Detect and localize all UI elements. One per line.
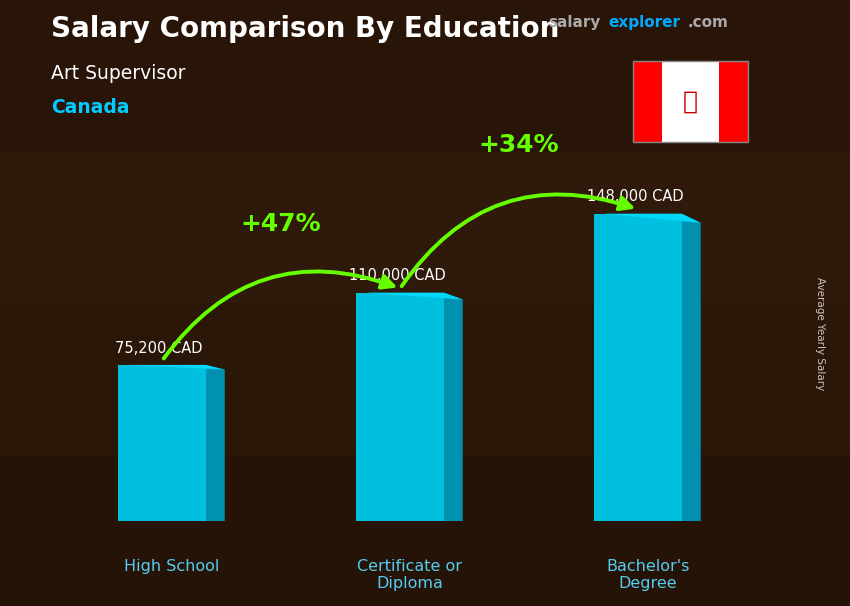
- Text: +47%: +47%: [241, 212, 321, 236]
- Text: Salary Comparison By Education: Salary Comparison By Education: [51, 15, 559, 43]
- Polygon shape: [356, 293, 462, 299]
- FancyBboxPatch shape: [356, 293, 444, 521]
- Text: Average Yearly Salary: Average Yearly Salary: [815, 277, 825, 390]
- FancyBboxPatch shape: [594, 214, 682, 521]
- Bar: [719, 61, 748, 142]
- Text: High School: High School: [124, 559, 219, 573]
- Text: salary: salary: [548, 15, 601, 30]
- Text: 🍁: 🍁: [683, 90, 698, 113]
- Polygon shape: [118, 365, 224, 370]
- Text: 148,000 CAD: 148,000 CAD: [586, 189, 683, 204]
- Polygon shape: [682, 214, 700, 521]
- Text: Bachelor's
Degree: Bachelor's Degree: [606, 559, 689, 591]
- FancyBboxPatch shape: [118, 365, 206, 521]
- Text: Certificate or
Diploma: Certificate or Diploma: [357, 559, 462, 591]
- Text: +34%: +34%: [479, 133, 559, 157]
- Text: Art Supervisor: Art Supervisor: [51, 64, 185, 82]
- Text: explorer: explorer: [609, 15, 681, 30]
- Text: 75,200 CAD: 75,200 CAD: [115, 341, 202, 356]
- Bar: [633, 61, 662, 142]
- Polygon shape: [444, 293, 462, 521]
- Text: .com: .com: [688, 15, 728, 30]
- Bar: [662, 61, 719, 142]
- Text: Canada: Canada: [51, 98, 129, 117]
- Polygon shape: [594, 214, 700, 223]
- Polygon shape: [206, 365, 224, 521]
- Text: 110,000 CAD: 110,000 CAD: [348, 268, 445, 283]
